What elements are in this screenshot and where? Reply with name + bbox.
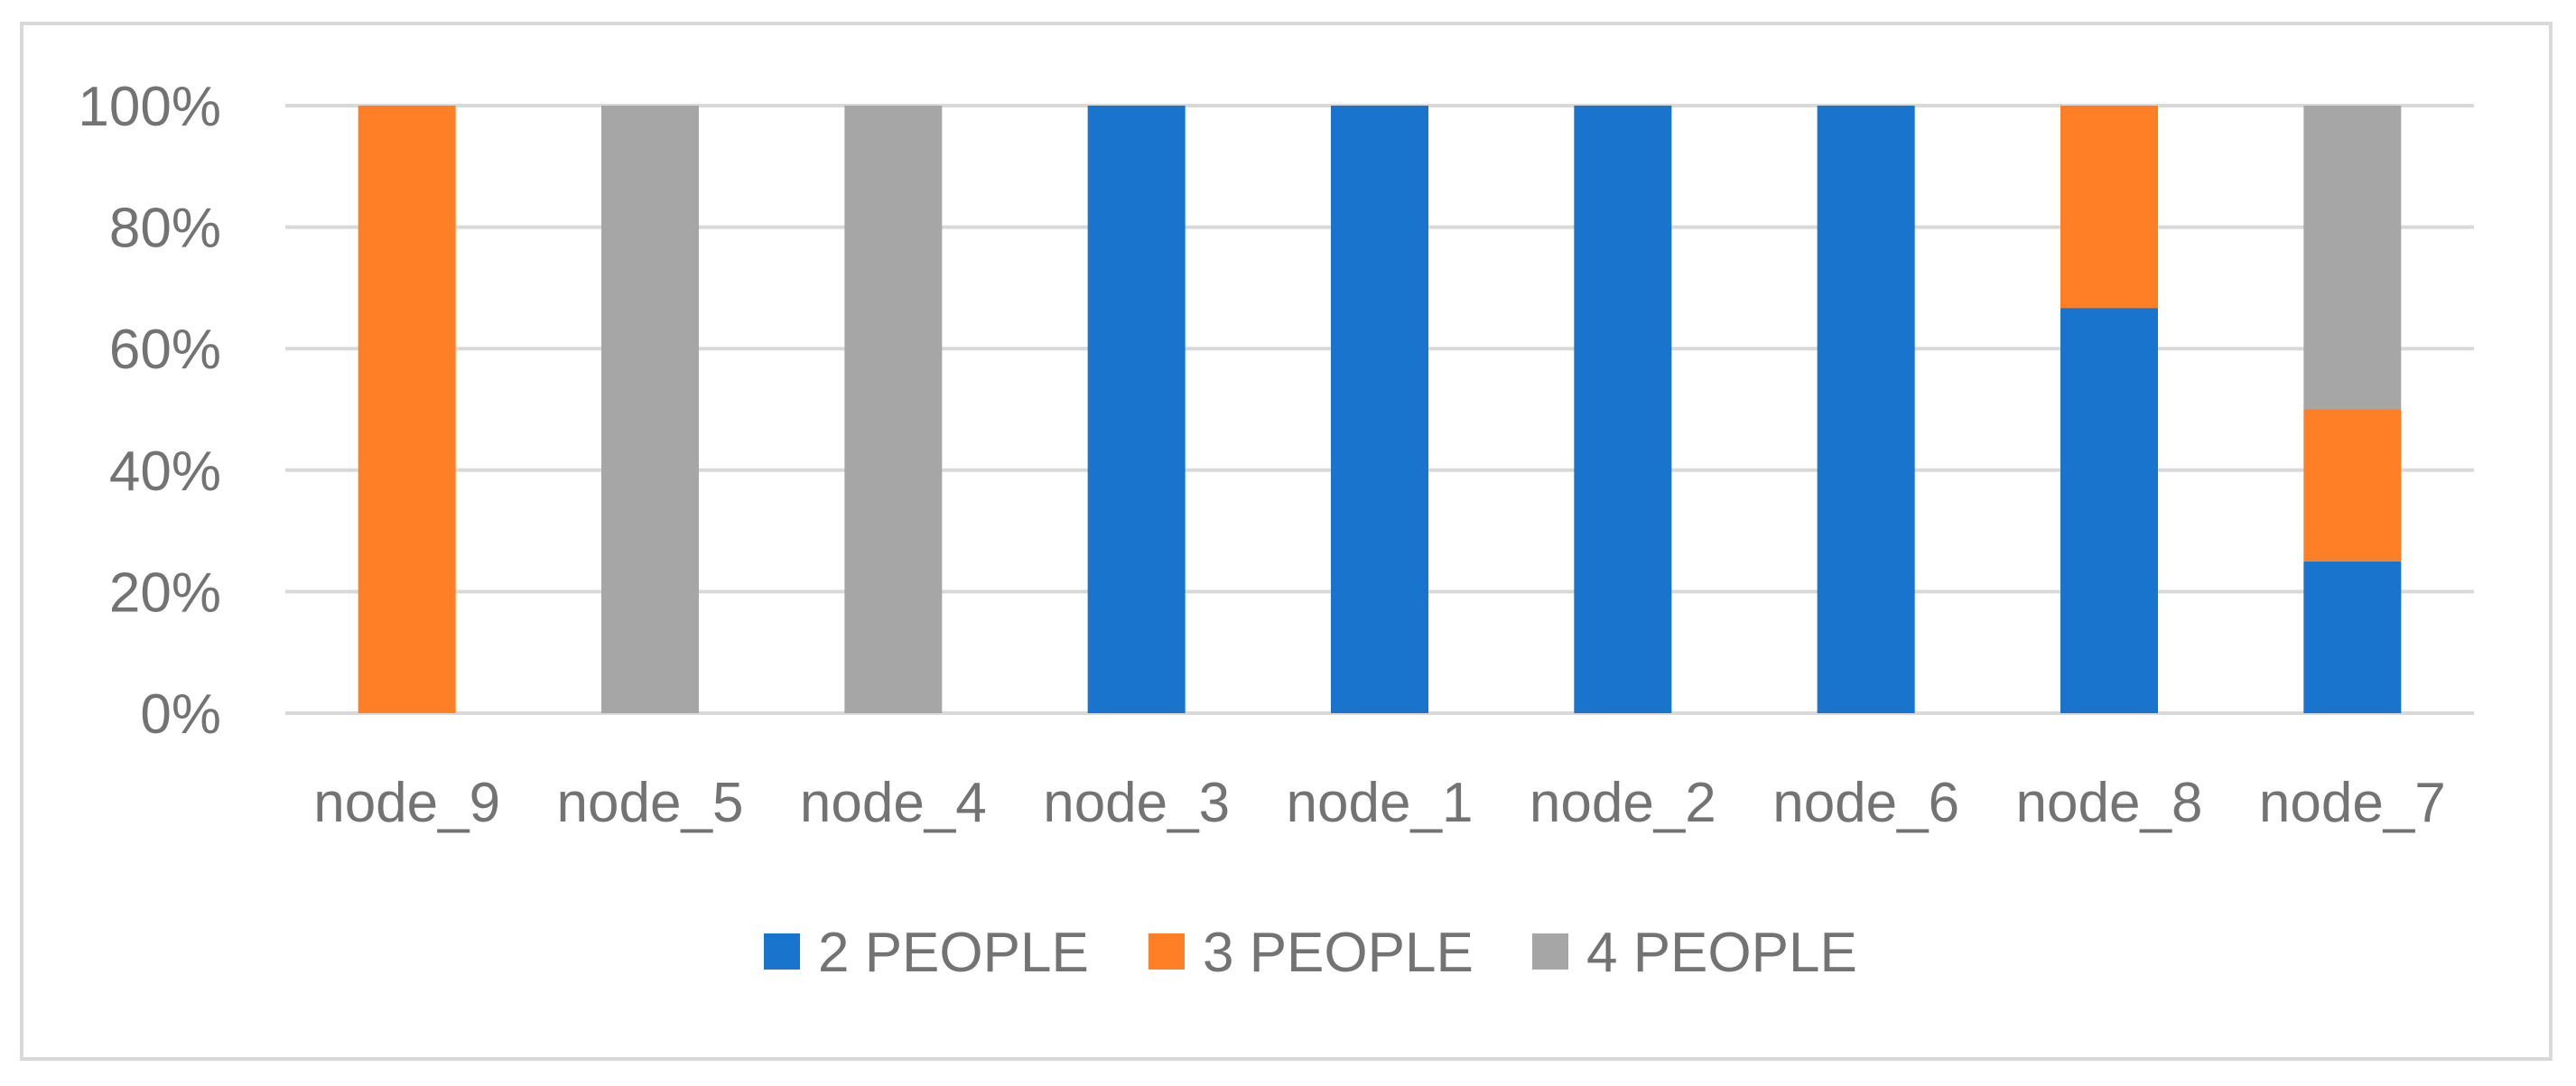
x-tick-label-node_6: node_6 — [1772, 772, 1959, 834]
y-tick-label: 0% — [140, 683, 221, 746]
bar-node_1-series-1 — [1331, 106, 1428, 713]
bar-node_8-series-2 — [2060, 106, 2158, 309]
legend-label: 4 PEOPLE — [1586, 922, 1857, 984]
x-tick-label-node_8: node_8 — [2016, 772, 2203, 834]
y-tick-label: 40% — [109, 441, 221, 503]
bar-node_7-series-2 — [2303, 409, 2402, 562]
bar-node_2-series-1 — [1574, 106, 1672, 713]
legend-swatch — [1532, 933, 1568, 970]
bar-node_3-series-1 — [1087, 106, 1186, 713]
legend-swatch — [1149, 933, 1185, 970]
bar-node_6-series-1 — [1817, 106, 1915, 713]
bars — [358, 106, 2402, 713]
x-axis-ticks: node_9 node_5 node_4 node_3 node_1 node_2 node… — [313, 772, 2446, 834]
bar-node_7-series-3 — [2303, 106, 2402, 410]
x-tick-label-node_3: node_3 — [1043, 772, 1230, 834]
legend-label: 3 PEOPLE — [1203, 922, 1474, 984]
x-tick-label-node_9: node_9 — [313, 772, 500, 834]
x-tick-label-node_7: node_7 — [2259, 772, 2446, 834]
y-tick-label: 100% — [78, 76, 221, 138]
x-tick-label-node_2: node_2 — [1530, 772, 1716, 834]
x-tick-label-node_4: node_4 — [800, 772, 987, 834]
legend-swatch — [764, 933, 800, 970]
bar-node_9-series-2 — [358, 106, 456, 713]
x-tick-label-node_5: node_5 — [557, 772, 744, 834]
y-tick-label: 80% — [109, 198, 221, 260]
x-tick-label-node_1: node_1 — [1287, 772, 1474, 834]
y-tick-label: 20% — [109, 562, 221, 624]
bar-node_7-series-1 — [2303, 561, 2402, 713]
y-tick-label: 60% — [109, 319, 221, 381]
bar-node_5-series-3 — [601, 106, 699, 713]
y-axis-ticks: 0% 20% 40% 60% 80% 100% — [78, 76, 221, 746]
bar-node_8-series-1 — [2060, 308, 2158, 713]
bar-node_4-series-3 — [844, 106, 943, 713]
legend: 2 PEOPLE 3 PEOPLE 4 PEOPLE — [764, 922, 1857, 984]
legend-label: 2 PEOPLE — [818, 922, 1089, 984]
